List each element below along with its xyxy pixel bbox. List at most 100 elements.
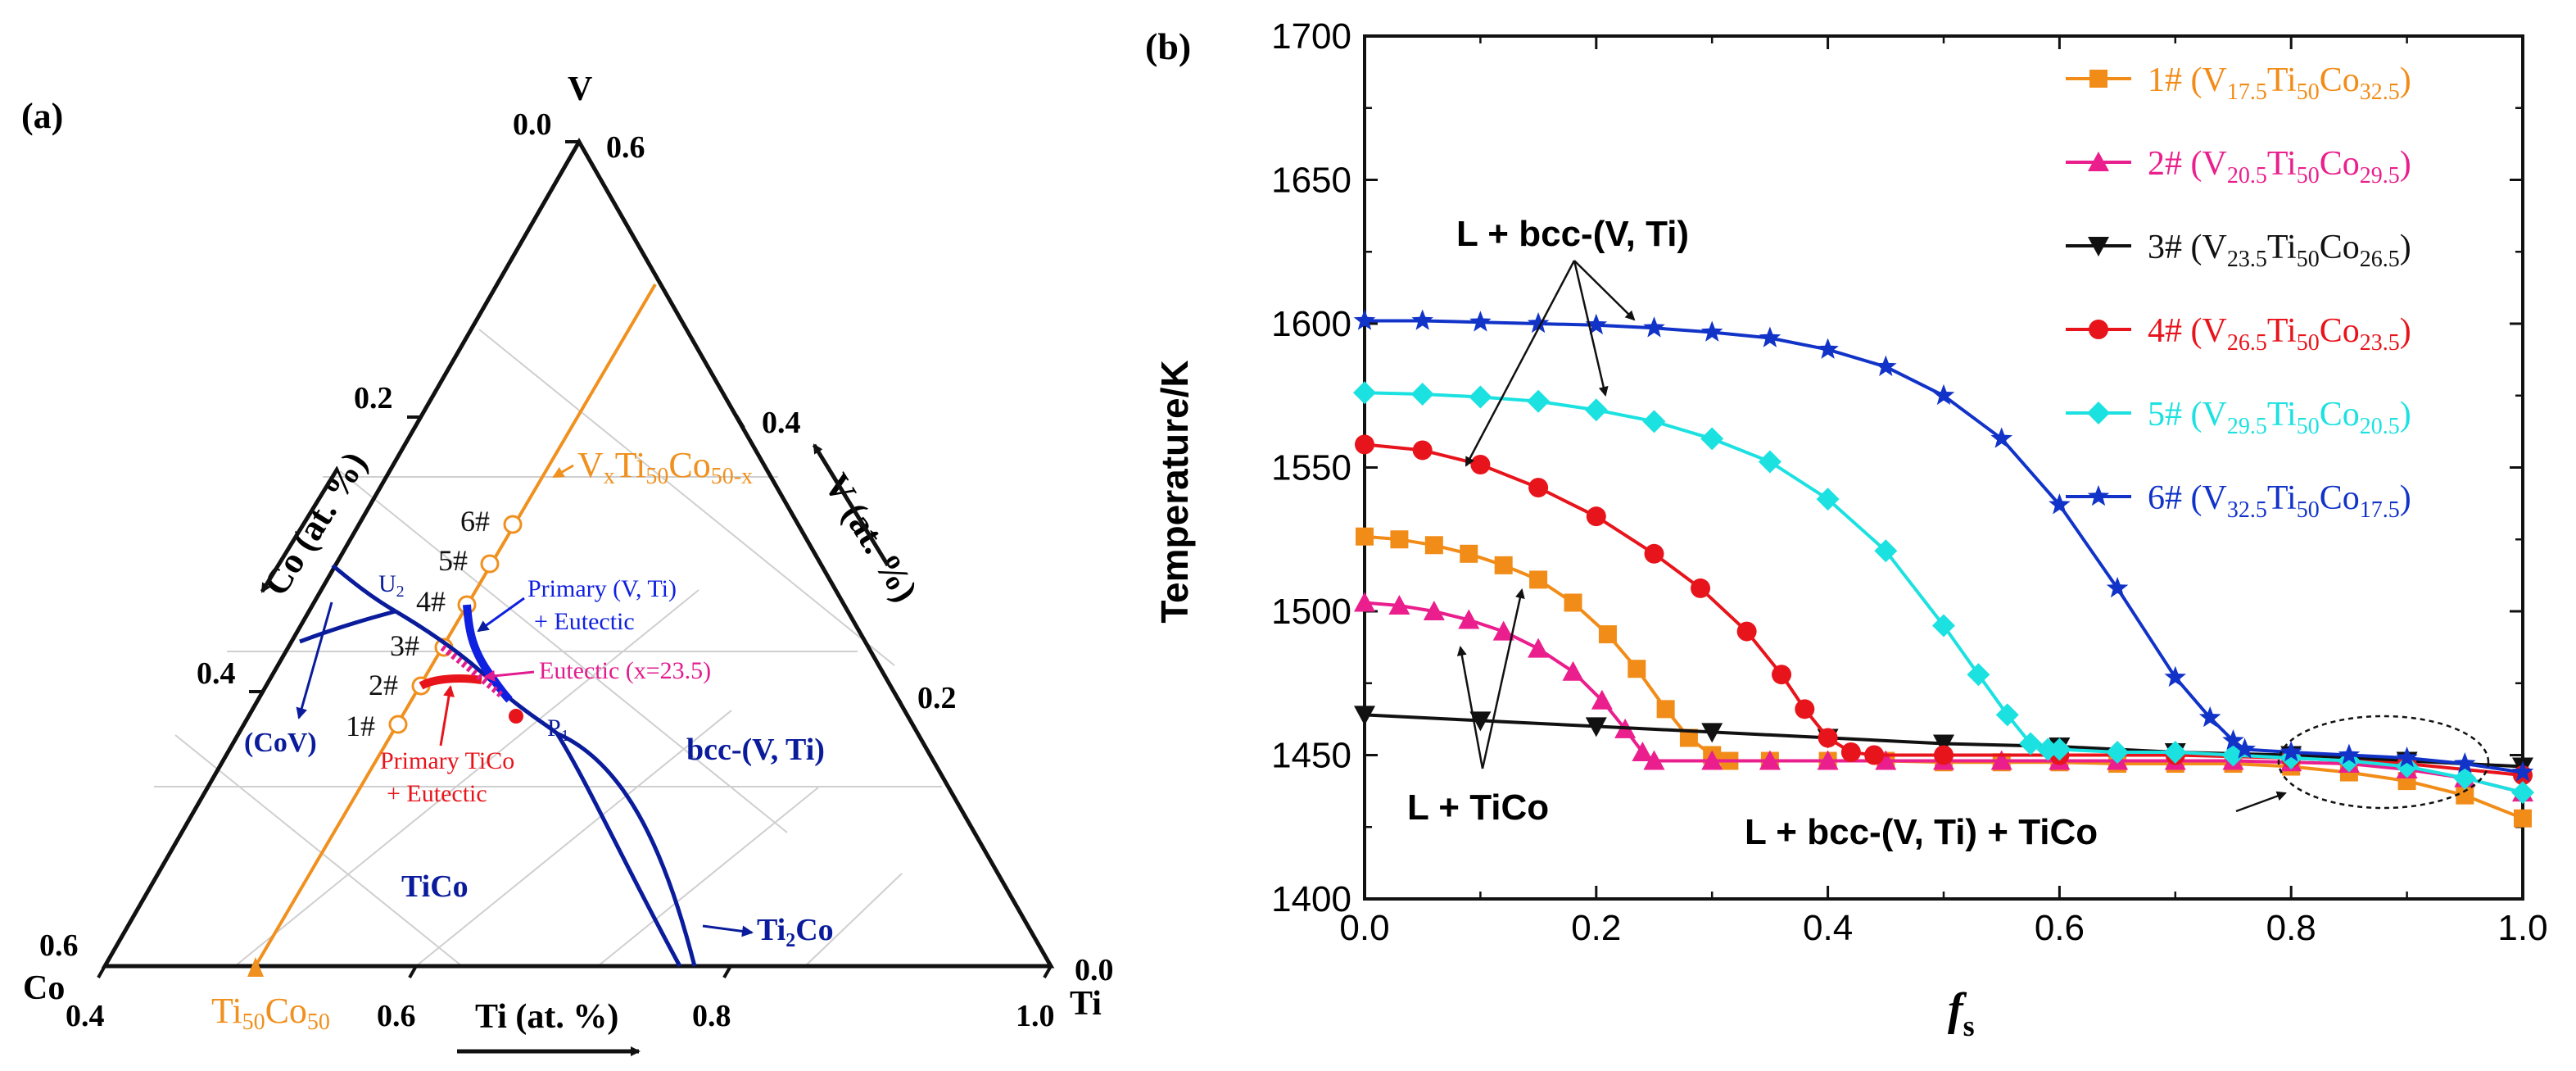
boundary-ti2co-inner [555, 731, 697, 967]
data-point [1990, 427, 2012, 448]
line-chart-panel: (b) 0.0 0.2 0.4 0.6 0.8 1.0 1400 1450 1500 1550 16… [1145, 16, 2548, 1042]
arrow-top-2 [1573, 260, 1609, 397]
v-tick-label: 0.0 [1075, 953, 1114, 987]
arrow-top-3 [1573, 260, 1636, 321]
legend-item-4: 4# (V26.5Ti50Co23.5) [2066, 312, 2411, 356]
vertex-ti-label: Ti [1070, 985, 1102, 1023]
y-tick-label: 1700 [1271, 16, 1351, 57]
annotation-l-bcc: L + bcc-(V, Ti) [1456, 214, 1689, 254]
primary-vti-arrow [477, 597, 525, 633]
legend: 1# (V17.5Ti50Co32.5) 2# (V20.5Ti50Co29.5)… [2066, 61, 2411, 523]
data-point [1759, 750, 1781, 770]
data-point [1469, 711, 1492, 732]
vertex-v-label: V [568, 70, 592, 108]
data-point [1529, 570, 1548, 589]
panel-b-label: (b) [1145, 25, 1191, 67]
data-point [2395, 755, 2419, 778]
three-phase-ellipse [2277, 715, 2490, 810]
data-point [2222, 729, 2244, 751]
region-ti2co-arrow [702, 924, 754, 937]
data-point [2514, 809, 2532, 828]
data-point [1492, 620, 1514, 641]
data-point [1469, 311, 1492, 332]
alloy-label-4: 4# [416, 585, 446, 618]
series-1 [1356, 527, 2532, 828]
data-point [1353, 381, 1376, 405]
data-point [1585, 717, 1607, 737]
legend-marker [2089, 320, 2108, 339]
legend-item-2: 2# (V20.5Ti50Co29.5) [2066, 145, 2411, 188]
primary-vti-label-1: Primary (V, Ti) [527, 575, 677, 602]
data-point [1494, 556, 1513, 574]
data-point [2019, 732, 2043, 756]
data-point [1564, 593, 1582, 612]
data-point [1632, 741, 1654, 761]
data-point [1933, 734, 1954, 755]
data-point [1528, 478, 1549, 498]
data-point [1642, 410, 1666, 433]
data-point [1736, 621, 1757, 642]
point-u2-label: U2 [378, 570, 405, 601]
data-point [2234, 737, 2256, 759]
y-tick-label: 1650 [1271, 161, 1351, 201]
data-point [1411, 309, 1433, 330]
data-point [2279, 741, 2302, 762]
vertex-co-label: Co [23, 969, 65, 1007]
data-point [1424, 536, 1443, 555]
ti-axis-title: Ti (at. %) [475, 998, 618, 1036]
data-point [1759, 326, 1781, 347]
data-point [2036, 737, 2060, 761]
eutectic-label: Eutectic (x=23.5) [539, 657, 711, 684]
legend-marker [2087, 402, 2110, 424]
ti-tick-label: 0.8 [692, 999, 731, 1033]
legend-label: 4# (V26.5Ti50Co23.5) [2148, 312, 2411, 356]
alloy-point-1 [388, 715, 408, 734]
data-point [1644, 543, 1664, 564]
alloy-labels: 1# 2# 3# 4# 5# 6# [346, 505, 490, 742]
boundary-u2-left [331, 564, 397, 614]
x-tick-label: 0.6 [2035, 908, 2085, 948]
x-tick-label: 1.0 [2497, 908, 2547, 948]
ti-tick-label: 0.4 [66, 999, 105, 1033]
data-point [1874, 539, 1898, 563]
data-point [1460, 544, 1478, 563]
data-point [1527, 389, 1551, 413]
x-tick-label: 0.2 [1571, 908, 1621, 948]
series-6 [1353, 309, 2534, 782]
data-point [2048, 737, 2071, 761]
data-point [1527, 312, 1550, 334]
v-axis-arrow [812, 443, 890, 567]
data-point [1388, 594, 1410, 615]
arrow-bottom [2235, 791, 2287, 813]
data-point [1700, 320, 1723, 342]
y-tick-label: 1400 [1271, 879, 1351, 919]
panel-a-label: (a) [21, 96, 63, 136]
alloy-point-5 [480, 554, 500, 574]
section-line [254, 283, 657, 968]
data-point [1562, 660, 1584, 681]
legend-item-6: 6# (V32.5Ti50Co17.5) [2066, 479, 2411, 523]
data-point [1586, 506, 1606, 527]
x-tick-label: 0.4 [1803, 908, 1853, 948]
alloy-label-3: 3# [390, 629, 419, 662]
data-point [1628, 660, 1646, 678]
co-tick-label: 0.4 [197, 656, 236, 691]
data-point [1932, 383, 1955, 406]
primary-tico-label-1: Primary TiCo [380, 747, 514, 774]
data-point [2164, 665, 2187, 688]
primary-vti-label-2: + Eutectic [534, 608, 635, 635]
data-point [1643, 750, 1665, 770]
data-point [1990, 750, 2012, 770]
legend-label: 5# (V29.5Ti50Co20.5) [2148, 396, 2411, 439]
v-tick-label: 0.2 [917, 681, 957, 715]
ternary-panel: (a) V Co [21, 70, 1114, 1056]
data-point [1700, 427, 1724, 451]
data-point [2049, 493, 2071, 515]
co-axis-arrow [260, 467, 340, 593]
data-point [1643, 316, 1665, 338]
region-bcc: bcc-(V, Ti) [686, 733, 825, 767]
data-point [2511, 760, 2534, 782]
ternary-ticks [97, 140, 1053, 978]
alloy-point-6 [503, 515, 523, 534]
data-point [1679, 728, 1698, 747]
